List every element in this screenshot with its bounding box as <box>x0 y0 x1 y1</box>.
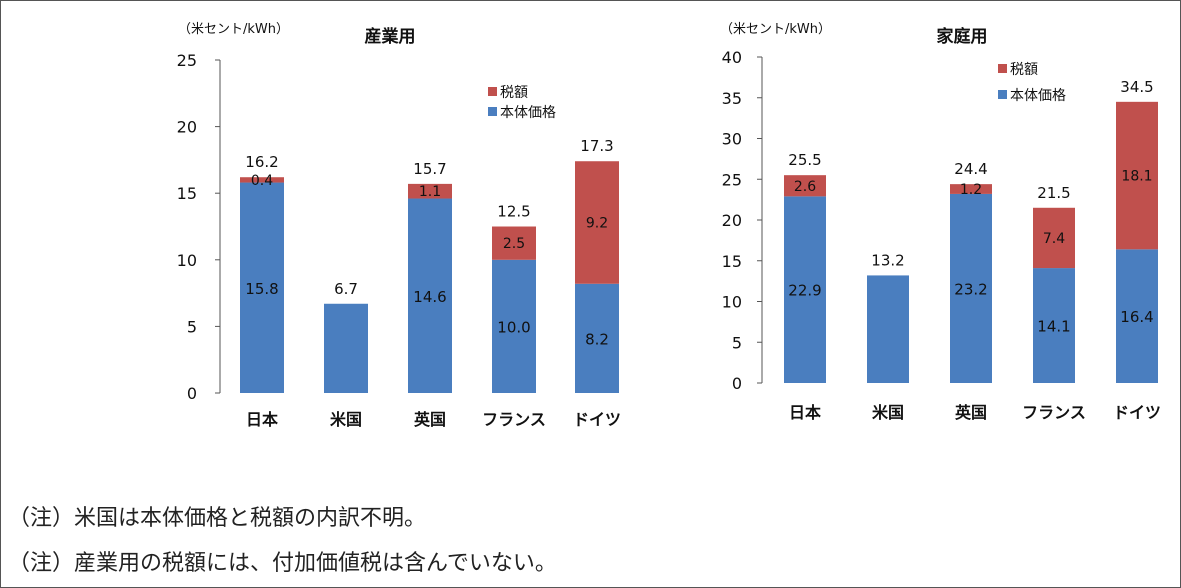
total-value-label: 25.5 <box>788 151 821 169</box>
y-tick-label: 10 <box>722 293 742 312</box>
total-value-label: 17.3 <box>580 137 613 155</box>
legend-swatch-base <box>488 107 497 116</box>
bar-base-price <box>784 196 826 383</box>
category-label: 米国 <box>330 410 362 429</box>
legend-label-base: 本体価格 <box>500 105 556 121</box>
base-value-label: 8.2 <box>585 330 609 348</box>
category-label: 英国 <box>413 410 446 429</box>
bar-tax <box>240 177 284 183</box>
total-value-label: 13.2 <box>871 251 904 269</box>
unit-label: （米セント/kWh） <box>178 22 289 37</box>
tax-value-label: 0.4 <box>251 173 273 189</box>
legend-swatch-tax <box>488 87 497 96</box>
industrial-chart: 産業用 （米セント/kWh） 0 5 10 15 20 25 0.4 15.8 16.2 日本 6.7 米… <box>177 22 621 429</box>
legend-swatch-tax <box>998 64 1007 73</box>
tax-value-label: 2.6 <box>794 179 816 195</box>
y-tick-label: 20 <box>177 118 197 137</box>
tax-value-label: 2.5 <box>503 236 525 252</box>
category-label: フランス <box>482 410 546 429</box>
tax-value-label: 1.1 <box>419 184 441 200</box>
chart-title: 家庭用 <box>937 26 988 47</box>
total-value-label: 15.7 <box>413 160 446 178</box>
bar-tax <box>1116 101 1158 250</box>
legend-swatch-base <box>998 90 1007 99</box>
base-value-label: 23.2 <box>954 280 987 298</box>
unit-label: （米セント/kWh） <box>720 22 831 37</box>
base-value-label: 16.4 <box>1120 308 1153 326</box>
bar-tax <box>784 175 826 197</box>
bar-tax <box>950 184 992 194</box>
chart-title: 産業用 <box>365 26 416 47</box>
tax-value-label: 9.2 <box>586 216 608 232</box>
y-tick-label: 20 <box>722 211 742 230</box>
legend-label-tax: 税額 <box>500 85 528 101</box>
base-value-label: 10.0 <box>497 318 530 336</box>
total-value-label: 16.2 <box>245 153 278 171</box>
category-label: フランス <box>1022 403 1086 422</box>
bar-base-price <box>492 259 536 393</box>
total-value-label: 21.5 <box>1037 184 1070 202</box>
bar-base-price <box>1116 249 1158 383</box>
total-value-label: 12.5 <box>497 203 530 221</box>
category-label: 日本 <box>789 403 821 422</box>
bar-tax <box>492 226 536 260</box>
y-tick-label: 30 <box>722 130 742 149</box>
bar-base-price <box>240 182 284 393</box>
category-label: ドイツ <box>1113 403 1161 422</box>
bar-base-price <box>575 283 619 393</box>
bar-tax <box>575 161 619 284</box>
y-tick-label: 40 <box>722 48 742 67</box>
household-chart: 家庭用 （米セント/kWh） 0 5 10 15 20 25 30 35 40 2.6 22.9 25.5… <box>720 22 1161 422</box>
y-tick-label: 25 <box>177 51 197 70</box>
note-2: （注）産業用の税額には、付加価値税は含んでいない。 <box>8 551 557 576</box>
bar-base-price <box>324 303 368 393</box>
y-tick-label: 5 <box>732 333 742 352</box>
bar-tax <box>408 183 452 199</box>
y-tick-label: 15 <box>177 184 197 203</box>
legend-label-tax: 税額 <box>1010 62 1038 78</box>
category-label: 英国 <box>954 403 987 422</box>
note-1: （注）米国は本体価格と税額の内訳不明。 <box>8 506 427 531</box>
total-value-label: 24.4 <box>954 160 987 178</box>
total-value-label: 34.5 <box>1120 78 1153 96</box>
bar-tax <box>1033 207 1075 269</box>
y-tick-label: 25 <box>722 170 742 189</box>
category-label: 日本 <box>246 410 278 429</box>
tax-value-label: 1.2 <box>960 182 982 198</box>
total-value-label: 6.7 <box>334 280 358 298</box>
tax-value-label: 18.1 <box>1121 169 1152 185</box>
category-label: 米国 <box>872 403 904 422</box>
bar-base-price <box>950 193 992 383</box>
y-tick-label: 35 <box>722 89 742 108</box>
bar-base-price <box>1033 268 1075 383</box>
base-value-label: 15.8 <box>245 280 278 298</box>
tax-value-label: 7.4 <box>1043 231 1065 247</box>
y-tick-label: 15 <box>722 252 742 271</box>
y-tick-label: 10 <box>177 251 197 270</box>
legend-label-base: 本体価格 <box>1010 88 1066 104</box>
bar-base-price <box>867 275 909 383</box>
y-tick-label: 0 <box>732 374 742 393</box>
y-tick-label: 5 <box>187 317 197 336</box>
bar-base-price <box>408 198 452 393</box>
y-tick-label: 0 <box>187 384 197 403</box>
base-value-label: 14.1 <box>1037 318 1070 336</box>
base-value-label: 14.6 <box>413 288 446 306</box>
category-label: ドイツ <box>573 410 621 429</box>
base-value-label: 22.9 <box>788 282 821 300</box>
